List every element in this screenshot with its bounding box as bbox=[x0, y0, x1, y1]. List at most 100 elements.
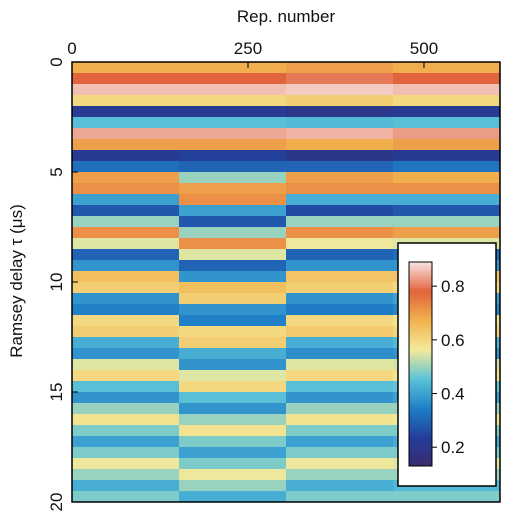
colorbar-band bbox=[409, 386, 432, 390]
colorbar-band bbox=[409, 430, 432, 434]
colorbar-band bbox=[409, 392, 432, 396]
heatmap-cell bbox=[179, 238, 287, 250]
heatmap-cell bbox=[286, 62, 394, 74]
colorbar-band bbox=[409, 310, 432, 314]
heatmap-cell bbox=[393, 216, 501, 228]
y-tick-label: 20 bbox=[47, 493, 66, 512]
heatmap-cell bbox=[286, 304, 394, 316]
heatmap-cell bbox=[72, 172, 180, 184]
heatmap-cell bbox=[179, 62, 287, 74]
heatmap-cell bbox=[393, 106, 501, 118]
colorbar-band bbox=[409, 277, 432, 281]
heatmap-cell bbox=[72, 436, 180, 448]
heatmap-cell bbox=[179, 403, 287, 415]
heatmap-cell bbox=[286, 271, 394, 283]
heatmap-cell bbox=[393, 84, 501, 96]
heatmap-cell bbox=[179, 293, 287, 305]
heatmap-cell bbox=[179, 315, 287, 327]
heatmap-cell bbox=[286, 260, 394, 272]
colorbar-band bbox=[409, 440, 432, 444]
heatmap-cell bbox=[72, 337, 180, 349]
heatmap-cell bbox=[72, 315, 180, 327]
heatmap-cell bbox=[179, 150, 287, 162]
heatmap-cell bbox=[72, 381, 180, 393]
heatmap-cell bbox=[286, 348, 394, 360]
heatmap-cell bbox=[72, 348, 180, 360]
colorbar-band bbox=[409, 307, 432, 311]
colorbar-band bbox=[409, 272, 432, 276]
heatmap-cell bbox=[72, 293, 180, 305]
colorbar-band bbox=[409, 448, 432, 452]
heatmap-cell bbox=[286, 194, 394, 206]
heatmap-cell bbox=[393, 139, 501, 151]
heatmap-cell bbox=[286, 458, 394, 470]
heatmap-cell bbox=[393, 95, 501, 107]
colorbar-band bbox=[409, 381, 432, 385]
heatmap-cell bbox=[179, 436, 287, 448]
heatmap-cell bbox=[72, 260, 180, 272]
colorbar-band bbox=[409, 358, 432, 362]
heatmap-cell bbox=[286, 315, 394, 327]
heatmap-cell bbox=[393, 161, 501, 173]
colorbar-band bbox=[409, 437, 432, 441]
x-tick-label: 0 bbox=[67, 39, 76, 58]
heatmap-cell bbox=[72, 194, 180, 206]
colorbar-band bbox=[409, 305, 432, 309]
heatmap-cell bbox=[393, 183, 501, 195]
heatmap-cell bbox=[286, 447, 394, 459]
heatmap-cell bbox=[179, 425, 287, 437]
heatmap-cell bbox=[286, 139, 394, 151]
heatmap-cell bbox=[286, 205, 394, 217]
heatmap-cell bbox=[72, 106, 180, 118]
heatmap-cell bbox=[286, 326, 394, 338]
colorbar-band bbox=[409, 374, 432, 378]
colorbar-band bbox=[409, 300, 432, 304]
heatmap-cell bbox=[179, 458, 287, 470]
heatmap-cell bbox=[286, 106, 394, 118]
heatmap-cell bbox=[286, 403, 394, 415]
heatmap-cell bbox=[72, 414, 180, 426]
heatmap-cell bbox=[286, 282, 394, 294]
heatmap-cell bbox=[393, 205, 501, 217]
heatmap-cell bbox=[393, 491, 501, 503]
colorbar-band bbox=[409, 269, 432, 273]
heatmap-cell bbox=[286, 128, 394, 140]
heatmap-cell bbox=[179, 491, 287, 503]
heatmap-cell bbox=[286, 95, 394, 107]
y-axis-title: Ramsey delay τ (μs) bbox=[7, 204, 26, 358]
heatmap-cell bbox=[72, 304, 180, 316]
colorbar-band bbox=[409, 455, 432, 459]
heatmap-cell bbox=[179, 227, 287, 239]
heatmap-cell bbox=[179, 326, 287, 338]
heatmap-cell bbox=[179, 469, 287, 481]
heatmap-cell bbox=[179, 381, 287, 393]
heatmap-cell bbox=[179, 128, 287, 140]
heatmap-cell bbox=[72, 282, 180, 294]
colorbar-band bbox=[409, 330, 432, 334]
heatmap-cell bbox=[72, 84, 180, 96]
colorbar-band bbox=[409, 463, 432, 467]
heatmap-cell bbox=[72, 392, 180, 404]
y-tick-label: 15 bbox=[47, 383, 66, 402]
colorbar-band bbox=[409, 389, 432, 393]
y-tick-label: 0 bbox=[47, 57, 66, 66]
colorbar-band bbox=[409, 404, 432, 408]
heatmap-cell bbox=[179, 172, 287, 184]
colorbar-band bbox=[409, 287, 432, 291]
colorbar-band bbox=[409, 432, 432, 436]
colorbar-band bbox=[409, 460, 432, 464]
heatmap-cell bbox=[179, 337, 287, 349]
colorbar-band bbox=[409, 450, 432, 454]
colorbar-band bbox=[409, 425, 432, 429]
heatmap-cell bbox=[179, 271, 287, 283]
colorbar-band bbox=[409, 313, 432, 317]
heatmap-cell bbox=[179, 73, 287, 85]
heatmap-cell bbox=[286, 480, 394, 492]
heatmap-cell bbox=[179, 260, 287, 272]
heatmap-cell bbox=[179, 139, 287, 151]
colorbar-band bbox=[409, 422, 432, 426]
heatmap-cell bbox=[286, 359, 394, 371]
heatmap-cell bbox=[286, 73, 394, 85]
heatmap-cell bbox=[179, 359, 287, 371]
heatmap-cell bbox=[72, 238, 180, 250]
